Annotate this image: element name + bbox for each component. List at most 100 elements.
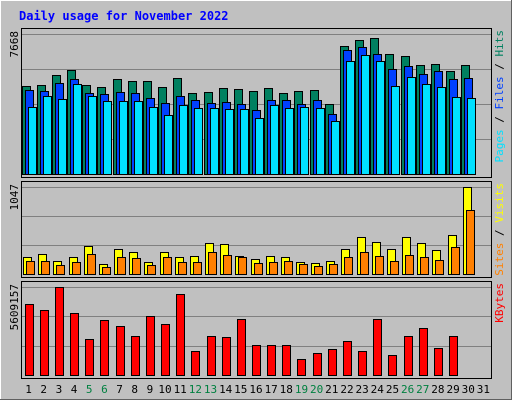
bar-pages-day-16: [255, 118, 264, 175]
bar-kbytes-day-22: [343, 341, 352, 376]
bar-pages-day-26: [407, 77, 416, 175]
chart-title: Daily usage for November 2022: [19, 9, 229, 23]
x-tick-day-12: 12: [189, 383, 202, 396]
legend-part: Files: [493, 76, 506, 109]
bar-pages-day-15: [240, 109, 249, 175]
bar-sites-day-13: [208, 252, 217, 275]
bar-kbytes-day-13: [207, 336, 216, 376]
bar-kbytes-day-17: [267, 345, 276, 376]
bar-kbytes-day-10: [161, 324, 170, 376]
x-tick-day-15: 15: [234, 383, 247, 396]
x-tick-day-3: 3: [56, 383, 63, 396]
bar-kbytes-day-24: [373, 319, 382, 376]
bar-kbytes-day-23: [358, 351, 367, 376]
bar-sites-day-15: [238, 257, 247, 275]
bar-sites-day-18: [284, 261, 293, 275]
legend-part: Hits: [493, 30, 506, 57]
bar-sites-day-21: [329, 264, 338, 275]
bar-pages-day-23: [361, 55, 370, 175]
bar-sites-day-17: [269, 262, 278, 275]
bar-pages-day-6: [103, 101, 112, 175]
bar-kbytes-day-6: [100, 320, 109, 376]
bar-kbytes-day-27: [419, 328, 428, 376]
x-tick-day-22: 22: [340, 383, 353, 396]
bar-kbytes-day-29: [449, 336, 458, 376]
bar-sites-day-30: [466, 210, 475, 275]
x-tick-day-24: 24: [371, 383, 385, 396]
bar-pages-day-5: [88, 96, 97, 175]
bar-pages-day-14: [225, 109, 234, 175]
bar-kbytes-day-16: [252, 345, 261, 376]
bar-pages-day-9: [149, 107, 158, 175]
bar-sites-day-5: [87, 254, 96, 275]
x-tick-day-4: 4: [71, 383, 78, 396]
bar-kbytes-day-7: [116, 326, 125, 376]
bar-pages-day-7: [119, 101, 128, 175]
bar-kbytes-day-12: [191, 351, 200, 376]
bar-sites-day-7: [117, 257, 126, 275]
x-tick-day-17: 17: [265, 383, 278, 396]
x-tick-day-13: 13: [204, 383, 217, 396]
bar-sites-day-24: [375, 256, 384, 275]
x-tick-day-31: 31: [477, 383, 490, 396]
panel-legend: Sites / Visits: [493, 183, 506, 276]
panel-visitors: 1047 Sites / Visits: [8, 181, 506, 278]
bar-kbytes-day-5: [85, 339, 94, 376]
bar-pages-day-12: [194, 108, 203, 175]
x-tick-day-1: 1: [25, 383, 32, 396]
bar-sites-day-25: [390, 261, 399, 275]
bar-pages-day-11: [179, 105, 188, 175]
panel-kbytes: 5609157 KBytes: [8, 281, 506, 379]
bar-pages-day-21: [331, 121, 340, 175]
bar-sites-day-6: [102, 267, 111, 275]
bar-sites-day-8: [132, 258, 141, 275]
x-tick-day-23: 23: [355, 383, 368, 396]
bar-kbytes-day-26: [404, 336, 413, 376]
bar-sites-day-16: [254, 263, 263, 275]
bar-pages-day-19: [300, 107, 309, 175]
legend-part: Pages: [493, 129, 506, 162]
bar-sites-day-11: [178, 262, 187, 275]
bar-sites-day-28: [435, 260, 444, 275]
bar-kbytes-day-18: [282, 345, 291, 376]
x-tick-day-21: 21: [325, 383, 338, 396]
bar-pages-day-22: [346, 61, 355, 175]
bar-sites-day-10: [163, 257, 172, 275]
x-tick-day-10: 10: [158, 383, 171, 396]
x-tick-day-20: 20: [310, 383, 323, 396]
bar-sites-day-27: [420, 257, 429, 275]
bar-kbytes-day-21: [328, 349, 337, 376]
x-tick-day-19: 19: [295, 383, 308, 396]
bar-pages-day-24: [376, 61, 385, 175]
bar-pages-day-20: [316, 108, 325, 175]
bar-kbytes-day-1: [25, 304, 34, 376]
x-tick-day-29: 29: [446, 383, 459, 396]
panel-legend: KBytes: [493, 283, 506, 323]
legend-part: Visits: [493, 183, 506, 223]
x-tick-day-18: 18: [280, 383, 293, 396]
panel-max-label: 1047: [8, 184, 21, 211]
panel-requests: 7668 Pages / Files / Hits: [8, 28, 506, 178]
bar-kbytes-day-3: [55, 287, 64, 376]
x-tick-day-11: 11: [174, 383, 187, 396]
x-tick-day-8: 8: [131, 383, 138, 396]
x-tick-day-5: 5: [86, 383, 93, 396]
panel-legend: Pages / Files / Hits: [493, 30, 506, 163]
panel-max-label: 7668: [8, 31, 21, 58]
bar-sites-day-12: [193, 262, 202, 275]
x-tick-day-6: 6: [101, 383, 108, 396]
x-tick-day-30: 30: [462, 383, 475, 396]
bar-pages-day-30: [467, 98, 476, 175]
bar-pages-day-28: [437, 87, 446, 175]
bar-kbytes-day-14: [222, 337, 231, 376]
legend-part: /: [493, 110, 506, 130]
bar-sites-day-9: [147, 265, 156, 275]
bar-pages-day-18: [285, 108, 294, 175]
x-tick-day-14: 14: [219, 383, 233, 396]
legend-part: /: [493, 57, 506, 77]
bar-sites-day-26: [405, 255, 414, 275]
x-tick-day-25: 25: [386, 383, 399, 396]
bar-sites-day-1: [26, 261, 35, 275]
bar-pages-day-3: [58, 99, 67, 175]
bar-sites-day-23: [360, 252, 369, 275]
